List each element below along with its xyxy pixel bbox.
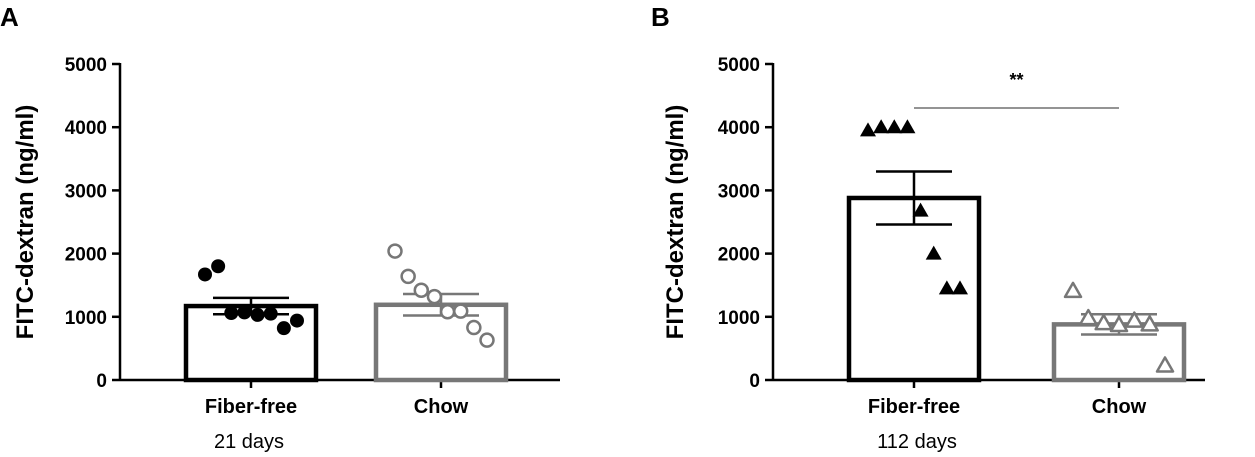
data-point (211, 259, 226, 274)
data-point (1109, 315, 1129, 333)
data-point (224, 306, 239, 321)
data-point (938, 280, 955, 295)
group-label: 112 days (877, 431, 957, 453)
x-category-label: Chow (1092, 396, 1147, 418)
y-tick-label: 0 (749, 371, 760, 392)
x-category-label: Fiber-free (868, 396, 960, 418)
data-point (952, 280, 968, 295)
group-label: 21 days (214, 431, 284, 453)
data-point (873, 119, 890, 134)
data-point (1125, 311, 1144, 328)
data-point (426, 288, 443, 305)
significance-marker: ** (1009, 70, 1023, 90)
data-point (1079, 308, 1098, 326)
x-category-label: Chow (414, 396, 469, 418)
y-axis-label: FITC-dextran (ng/ml) (12, 105, 39, 340)
data-point (1063, 281, 1083, 299)
data-point (912, 202, 929, 217)
data-point (387, 243, 403, 259)
panel-label: B (651, 2, 670, 32)
y-tick-label: 5000 (65, 55, 107, 76)
y-tick-label: 2000 (718, 245, 760, 266)
y-tick-label: 5000 (718, 55, 760, 76)
y-tick-label: 3000 (65, 181, 107, 202)
y-axis-label: FITC-dextran (ng/ml) (662, 105, 689, 340)
data-point (1094, 313, 1113, 331)
x-category-label: Fiber-free (205, 396, 297, 418)
data-point (899, 119, 916, 134)
data-point (1140, 315, 1159, 332)
y-tick-label: 4000 (718, 118, 760, 139)
panel-a: A FITC-dextran (ng/ml) 0 1000 2000 3000 4000 50… (0, 2, 560, 453)
data-point (439, 303, 456, 320)
data-point (290, 313, 304, 328)
data-point (452, 303, 469, 319)
y-tick-label: 3000 (718, 181, 760, 202)
data-point (886, 119, 903, 134)
data-point (237, 305, 252, 320)
data-point (250, 307, 265, 322)
y-tick-label: 4000 (65, 118, 107, 139)
data-point (860, 122, 876, 137)
data-point (413, 282, 430, 299)
data-point (276, 321, 291, 336)
y-tick-label: 0 (96, 371, 107, 392)
panel-b: B FITC-dextran (ng/ml) 0 1000 2000 3000 4000 50… (651, 2, 1205, 453)
y-tick-label: 2000 (65, 245, 107, 266)
data-point (198, 267, 212, 282)
panel-label: A (0, 2, 19, 32)
y-tick-label: 1000 (718, 308, 760, 329)
y-tick-label: 1000 (65, 308, 107, 329)
data-point (1155, 356, 1175, 373)
data-point (400, 268, 416, 285)
data-point (263, 306, 278, 321)
data-point (479, 332, 495, 348)
data-point (466, 319, 482, 336)
data-point (925, 245, 942, 260)
